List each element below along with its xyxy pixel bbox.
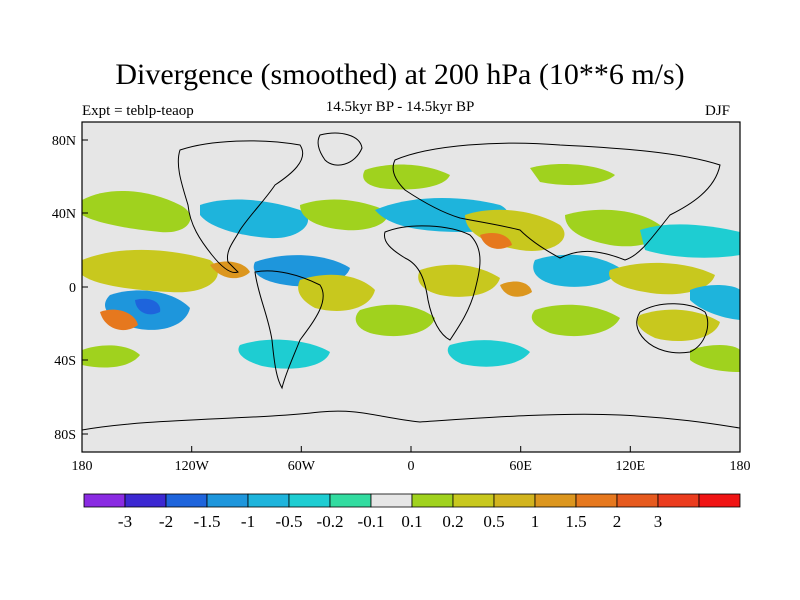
y-tick-marks <box>82 139 88 435</box>
negative-region-north-america <box>200 199 309 239</box>
north-america-outline <box>177 140 303 274</box>
season-label: DJF <box>705 103 731 119</box>
x-tick-label: 180 <box>730 459 751 474</box>
x-tick-label: 180 <box>72 459 93 474</box>
strong-positive-core-africa <box>500 281 532 297</box>
colorbar-label: -3 <box>118 512 132 531</box>
colorbar-label: 2 <box>613 512 622 531</box>
positive-region-asia <box>565 209 662 247</box>
colorbar-label: 1 <box>531 512 540 531</box>
positive-region-maritime-continent <box>609 262 715 295</box>
colorbar-swatch <box>206 493 249 508</box>
colorbar-swatch <box>83 493 126 508</box>
positive-region-southern-ocean-east <box>690 345 740 372</box>
colorbar-label: 0.2 <box>442 512 463 531</box>
y-tick-label: 0 <box>69 281 76 296</box>
x-tick-label: 60E <box>509 459 532 474</box>
positive-region-siberia <box>530 164 615 186</box>
y-tick-label: 80N <box>52 134 76 149</box>
colorbar-label: -0.5 <box>276 512 303 531</box>
y-tick-labels: 80N 40N 0 40S 80S <box>52 134 76 443</box>
africa-outline <box>383 225 481 341</box>
y-tick-label: 40N <box>52 207 76 222</box>
colorbar-swatch <box>370 493 413 508</box>
colorbar-swatch <box>124 493 167 508</box>
strong-positive-core-middle-east <box>480 233 512 249</box>
australia-outline <box>636 303 709 354</box>
period-label: 14.5kyr BP - 14.5kyr BP <box>325 99 475 115</box>
y-tick-label: 40S <box>54 354 76 369</box>
x-tick-marks <box>81 446 741 452</box>
colorbar-swatch <box>575 493 618 508</box>
colorbar-label: -1.5 <box>194 512 221 531</box>
colorbar-label: -1 <box>241 512 255 531</box>
colorbar-label: -0.1 <box>358 512 385 531</box>
positive-region-atlantic <box>300 199 388 231</box>
colorbar-swatch <box>247 493 290 508</box>
negative-region-south-mid-latitude <box>238 339 330 369</box>
negative-region-southern-ocean <box>447 340 530 367</box>
colorbar-label: 3 <box>654 512 663 531</box>
colorbar-swatch <box>411 493 454 508</box>
y-tick-label: 80S <box>54 428 76 443</box>
colorbar-swatch <box>616 493 659 508</box>
strong-positive-core-pacific <box>210 261 250 279</box>
x-tick-label: 60W <box>288 459 316 474</box>
positive-region-south-atlantic <box>355 304 435 337</box>
colorbar-label: 0.5 <box>483 512 504 531</box>
colorbar-swatch <box>288 493 331 508</box>
positive-region-north-pacific <box>82 190 191 233</box>
x-tick-label: 0 <box>408 459 415 474</box>
colorbar-labels: -3 -2 -1.5 -1 -0.5 -0.2 -0.1 0.1 0.2 0.5 1 1.5 2 3 <box>118 512 662 531</box>
x-tick-labels: 180 120W 60W 0 60E 120E 180 <box>72 459 751 474</box>
positive-region-arctic <box>363 164 450 190</box>
colorbar-label: 0.1 <box>401 512 422 531</box>
colorbar-label: -0.2 <box>317 512 344 531</box>
positive-region-tropical-pacific <box>82 249 218 293</box>
colorbar-label: 1.5 <box>565 512 586 531</box>
negative-region-east-asia <box>640 224 740 258</box>
colorbar-swatch <box>165 493 208 508</box>
colorbar-swatch <box>452 493 495 508</box>
experiment-label: Expt = teblp-teaop <box>82 103 194 119</box>
divergence-field <box>82 164 740 372</box>
colorbar-swatch <box>698 493 741 508</box>
coastlines <box>82 132 740 431</box>
negative-region-indian-ocean <box>533 254 620 287</box>
chart-title: Divergence (smoothed) at 200 hPa (10**6 … <box>115 58 685 91</box>
colorbar-label: -2 <box>159 512 173 531</box>
colorbar-swatch <box>534 493 577 508</box>
positive-region-southern-ocean-west <box>82 345 140 368</box>
europe-asia-outline <box>392 142 721 261</box>
colorbar-swatch <box>329 493 372 508</box>
negative-region-west-pacific <box>690 285 740 320</box>
strong-negative-core-south-pacific <box>135 298 161 315</box>
antarctica-outline <box>82 410 740 431</box>
south-america-outline <box>254 270 324 390</box>
colorbar-swatch <box>493 493 536 508</box>
x-tick-label: 120W <box>175 459 210 474</box>
positive-region-southeast-pacific <box>100 309 138 331</box>
positive-region-south-indian <box>531 304 620 337</box>
x-tick-label: 120E <box>616 459 646 474</box>
greenland-outline <box>317 132 363 166</box>
positive-region-australia <box>637 309 720 342</box>
positive-region-africa <box>418 264 500 297</box>
colorbar-swatch <box>657 493 700 508</box>
colorbar <box>83 493 741 508</box>
